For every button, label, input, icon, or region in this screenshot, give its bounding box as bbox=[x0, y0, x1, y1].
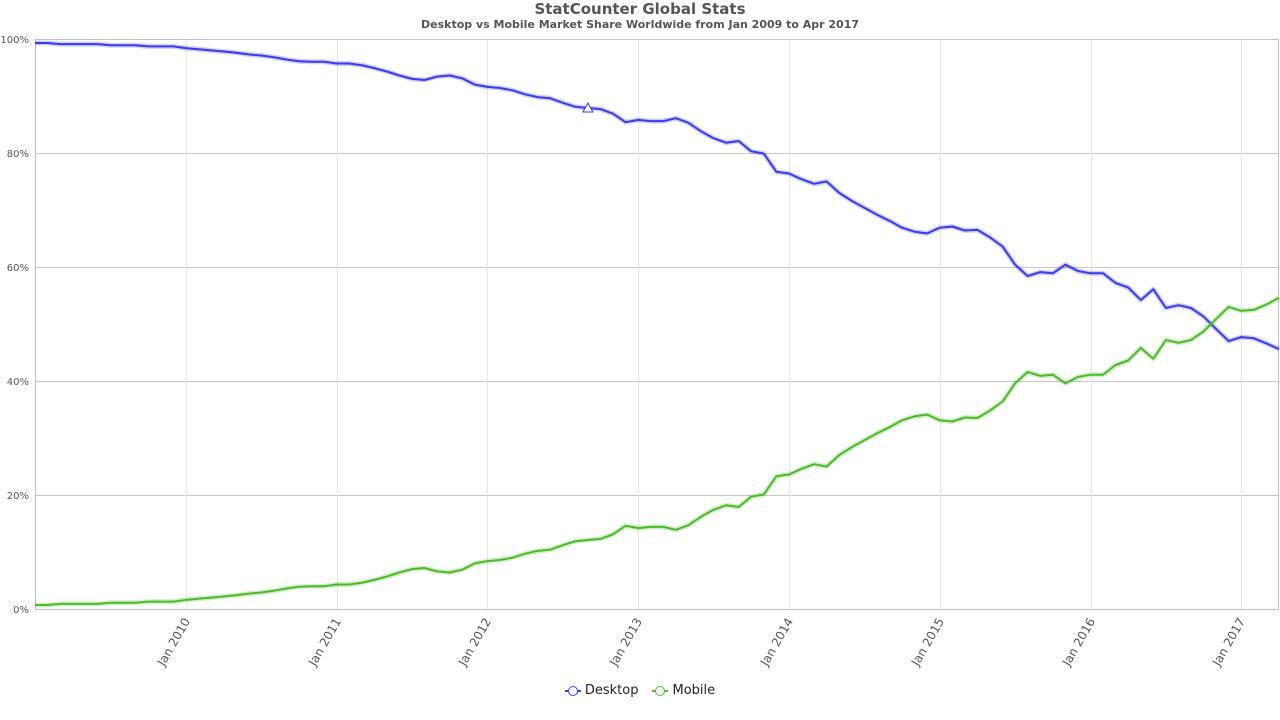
y-tick-label: 80% bbox=[7, 149, 29, 160]
y-axis-labels: 0% 20% 40% 60% 80% 100% bbox=[0, 35, 29, 616]
chart-subtitle: Desktop vs Mobile Market Share Worldwide… bbox=[420, 18, 860, 31]
legend-item-mobile[interactable]: Mobile bbox=[652, 683, 715, 698]
y-tick-label: 100% bbox=[0, 35, 29, 46]
series-lines bbox=[35, 40, 1280, 608]
series-line-shadow bbox=[35, 40, 1280, 352]
x-tick-label: Jan 2015 bbox=[908, 616, 947, 670]
data-marker bbox=[582, 101, 594, 113]
x-tick-label: Jan 2013 bbox=[606, 616, 645, 670]
x-tick-label: Jan 2011 bbox=[305, 616, 344, 670]
triangle-marker-icon bbox=[582, 101, 594, 113]
x-tick-label: Jan 2010 bbox=[154, 616, 193, 670]
grid-lines bbox=[35, 39, 1279, 610]
y-tick-label: 60% bbox=[7, 263, 29, 274]
series-line-desktop bbox=[35, 42, 1280, 351]
chart-title: StatCounter Global Stats bbox=[534, 0, 746, 18]
series-line-shadow bbox=[35, 295, 1280, 608]
plot-border bbox=[35, 39, 1279, 610]
legend-item-desktop[interactable]: Desktop bbox=[564, 683, 639, 698]
legend-label-mobile: Mobile bbox=[672, 683, 716, 698]
y-tick-label: 20% bbox=[7, 491, 29, 502]
legend-label-desktop: Desktop bbox=[584, 683, 639, 698]
mobile-legend-icon bbox=[652, 685, 669, 697]
x-tick-label: Jan 2014 bbox=[757, 616, 796, 670]
x-axis-labels: Jan 2010 Jan 2011 Jan 2012 Jan 2013 Jan 2014… bbox=[154, 616, 1248, 670]
x-tick-label: Jan 2012 bbox=[455, 616, 494, 670]
y-tick-label: 0% bbox=[13, 605, 29, 616]
legend: Desktop Mobile bbox=[0, 683, 1280, 698]
desktop-legend-icon bbox=[564, 685, 581, 697]
y-tick-label: 40% bbox=[7, 377, 29, 388]
series-line-mobile bbox=[35, 296, 1280, 606]
x-tick-label: Jan 2016 bbox=[1059, 616, 1098, 670]
axes bbox=[35, 39, 1279, 610]
x-tick-label: Jan 2017 bbox=[1209, 616, 1248, 670]
